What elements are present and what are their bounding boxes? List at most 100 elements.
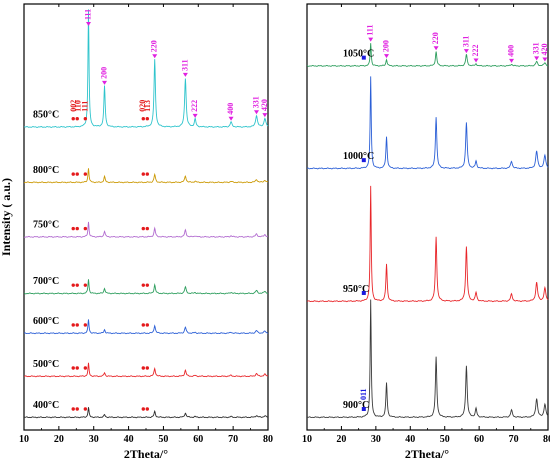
- phase-marker-dot: [83, 283, 88, 287]
- x-tick-label: 80: [263, 434, 273, 445]
- hkl-label: 220: [431, 32, 440, 44]
- phase-marker-dot: [141, 366, 146, 370]
- hkl-label: 400: [507, 45, 516, 57]
- series-label: 1050°C: [343, 49, 374, 60]
- left-x-axis-title: 2Theta/°: [124, 447, 168, 461]
- series-line: [306, 76, 549, 170]
- series-line: [23, 319, 269, 335]
- phase-marker-dot: [141, 323, 146, 327]
- hkl-label: 020: [138, 100, 147, 112]
- x-tick-label: 60: [474, 434, 484, 445]
- phase-marker-dot: [75, 323, 79, 327]
- hkl-label: 111: [366, 25, 375, 36]
- phase-marker-dot: [75, 407, 79, 411]
- phase-marker-dot: [71, 407, 75, 411]
- hkl-arrow: [433, 46, 439, 51]
- hkl-label: 110: [73, 100, 82, 112]
- hkl-arrow: [384, 54, 390, 59]
- hkl-label: 200: [100, 67, 109, 79]
- series-label: 750°C: [33, 220, 59, 231]
- hkl-label: 200: [382, 40, 391, 52]
- phase-marker-dot: [141, 117, 146, 121]
- hkl-arrow: [262, 113, 268, 118]
- phase-marker-square: [361, 55, 366, 60]
- hkl-arrow: [534, 56, 540, 61]
- left-panel: 10 20 30 40 50 60 70 80 400°C 500°C 600°C 700°C 750°…: [19, 3, 273, 445]
- phase-marker-dot: [145, 283, 150, 287]
- series-line: [23, 168, 269, 184]
- series-label: 1000°C: [343, 151, 374, 162]
- phase-marker-dot: [83, 323, 88, 327]
- phase-marker-dot: [83, 117, 88, 121]
- x-tick-label: 70: [228, 434, 238, 445]
- series-label: 850°C: [33, 110, 59, 121]
- hkl-label: 311: [461, 36, 470, 48]
- series-label: 500°C: [33, 359, 59, 370]
- hkl-arrow: [152, 54, 158, 59]
- left-y-axis-title: Intensity ( a.u.): [0, 178, 13, 256]
- x-tick-label: 10: [19, 434, 29, 445]
- series-line: [23, 279, 269, 295]
- phase-marker-square: [361, 290, 366, 295]
- hkl-label: 111: [83, 9, 92, 20]
- plot-frame: [23, 3, 269, 431]
- x-tick-label: 50: [158, 434, 168, 445]
- phase-marker-dot: [83, 366, 88, 370]
- phase-marker-dot: [71, 226, 75, 231]
- x-tick-label: 10: [302, 434, 312, 445]
- x-tick-label: 40: [124, 434, 134, 445]
- hkl-label: 420: [540, 43, 549, 55]
- hkl-label: 420: [260, 99, 269, 111]
- plot-frame: [306, 3, 549, 431]
- hkl-label: 113: [143, 100, 152, 112]
- hkl-label: 220: [150, 40, 159, 52]
- phase-marker-square: [361, 407, 366, 411]
- hkl-label: 331: [251, 96, 260, 108]
- phase-marker-dot: [71, 172, 75, 176]
- phase-marker-dot: [75, 117, 79, 121]
- hkl-label: 400: [226, 103, 235, 115]
- x-tick-label: 40: [405, 434, 415, 445]
- series-line: [23, 407, 269, 419]
- series-line: [306, 299, 549, 419]
- series-line: [306, 43, 549, 67]
- x-tick-label: 50: [440, 434, 450, 445]
- phase-marker-dot: [83, 407, 88, 411]
- hkl-arrow: [192, 113, 198, 118]
- series-label: 700°C: [33, 276, 59, 287]
- phase-marker-dot: [145, 366, 150, 370]
- hkl-label: 222: [190, 100, 199, 112]
- x-tick-label: 70: [509, 434, 519, 445]
- phase-marker-dot: [141, 283, 146, 287]
- phase-marker-dot: [71, 366, 75, 370]
- phase-marker-dot: [75, 226, 79, 231]
- hkl-arrow: [509, 58, 515, 63]
- hkl-arrow: [463, 49, 469, 54]
- phase-marker-dot: [75, 283, 79, 287]
- x-tick-label: 60: [193, 434, 203, 445]
- phase-marker-dot: [141, 172, 146, 176]
- hkl-arrow: [182, 72, 188, 77]
- phase-marker-square: [361, 158, 366, 163]
- hkl-arrow: [542, 57, 548, 62]
- phase-marker-dot: [141, 226, 146, 231]
- series-line: [306, 185, 549, 303]
- hkl-label: 002: [69, 100, 78, 112]
- phase-marker-dot: [75, 172, 79, 176]
- hkl-label: 111: [80, 101, 89, 112]
- series-line: [23, 9, 269, 128]
- hkl-label: 222: [471, 44, 480, 56]
- phase-marker-dot: [83, 226, 88, 231]
- phase-marker-dot: [75, 366, 79, 370]
- hkl-arrow: [228, 116, 234, 121]
- phase-marker-dot: [145, 226, 150, 231]
- hkl-arrow: [368, 37, 374, 42]
- phase-marker-dot: [71, 283, 75, 287]
- hkl-arrow: [85, 22, 91, 26]
- phase-marker-dot: [141, 407, 146, 411]
- phase-marker-dot: [83, 172, 88, 176]
- x-tick-label: 80: [543, 434, 550, 445]
- series-label: 600°C: [33, 316, 59, 327]
- series-line: [23, 221, 269, 238]
